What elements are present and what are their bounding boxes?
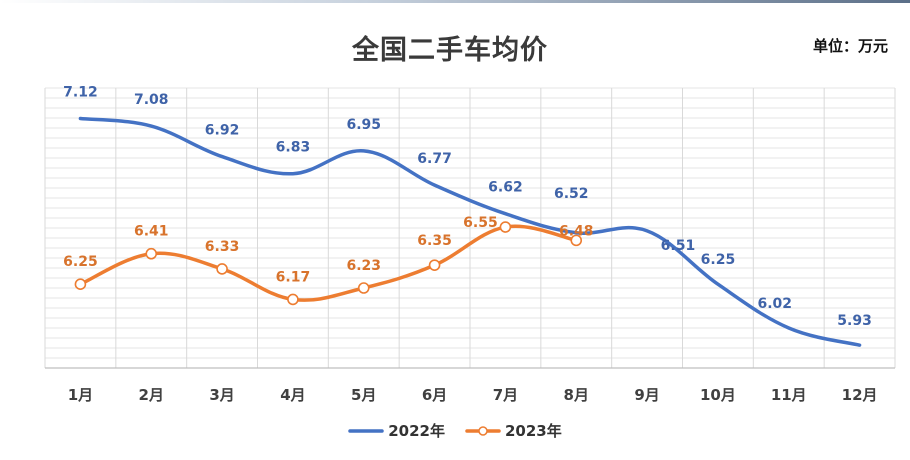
- top-accent-line: [0, 0, 910, 3]
- data-label-2022年: 6.52: [554, 186, 589, 202]
- data-label-2022年: 6.62: [488, 180, 523, 196]
- series-line-2022年: [78, 116, 862, 347]
- data-label-2023年: 6.25: [63, 254, 98, 270]
- chart-title: 全国二手车均价: [352, 35, 548, 66]
- x-tick-label: 2月: [139, 386, 164, 404]
- unit-label: 单位：万元: [812, 37, 888, 55]
- legend-label-2023: 2023年: [505, 422, 562, 440]
- x-tick-label: 6月: [422, 386, 447, 404]
- legend-item-2023: 2023年: [465, 420, 562, 441]
- data-label-2023年: 6.35: [417, 233, 452, 249]
- data-label-2023年: 6.17: [276, 269, 311, 285]
- legend-item-2022: 2022年: [348, 420, 445, 441]
- x-tick-label: 3月: [209, 386, 234, 404]
- x-tick-label: 1月: [68, 386, 93, 404]
- x-tick-label: 9月: [634, 386, 659, 404]
- data-label-2023年: 6.48: [559, 223, 594, 239]
- legend-swatch-2022: [348, 428, 384, 433]
- data-point-2023年: [287, 293, 299, 306]
- data-point-2023年: [357, 282, 370, 294]
- data-point-2023年: [499, 221, 512, 233]
- legend: 2022年 2023年: [0, 420, 910, 441]
- x-tick-label: 12月: [842, 386, 878, 404]
- data-point-2023年: [74, 278, 87, 290]
- x-tick-label: 10月: [700, 386, 736, 404]
- data-point-2023年: [216, 263, 228, 275]
- data-label-2023年: 6.23: [346, 258, 381, 274]
- x-tick-label: 7月: [493, 386, 518, 404]
- data-label-2022年: 6.25: [701, 252, 736, 268]
- x-tick-label: 8月: [564, 386, 589, 404]
- data-label-2022年: 7.12: [63, 84, 98, 100]
- legend-swatch-2023: [465, 425, 501, 436]
- data-point-2023年: [428, 259, 441, 271]
- data-label-2022年: 6.51: [661, 238, 696, 254]
- data-label-2022年: 6.77: [417, 151, 452, 167]
- data-label-2023年: 6.33: [205, 239, 240, 255]
- legend-label-2022: 2022年: [388, 422, 445, 440]
- data-label-2022年: 7.08: [134, 92, 169, 108]
- data-label-2022年: 6.92: [205, 123, 240, 139]
- data-label-2022年: 6.95: [346, 117, 381, 133]
- data-point-2023年: [570, 234, 583, 247]
- data-point-2023年: [145, 247, 158, 260]
- data-label-2023年: 6.41: [134, 224, 169, 240]
- x-tick-label: 4月: [280, 386, 305, 404]
- data-label-2022年: 6.02: [757, 296, 792, 312]
- x-tick-label: 5月: [351, 386, 376, 404]
- series-line-2023年: [78, 224, 578, 302]
- data-label-2022年: 6.83: [276, 140, 311, 156]
- data-label-2023年: 6.55: [463, 215, 498, 231]
- x-tick-label: 11月: [771, 386, 807, 404]
- data-label-2022年: 5.93: [837, 313, 872, 329]
